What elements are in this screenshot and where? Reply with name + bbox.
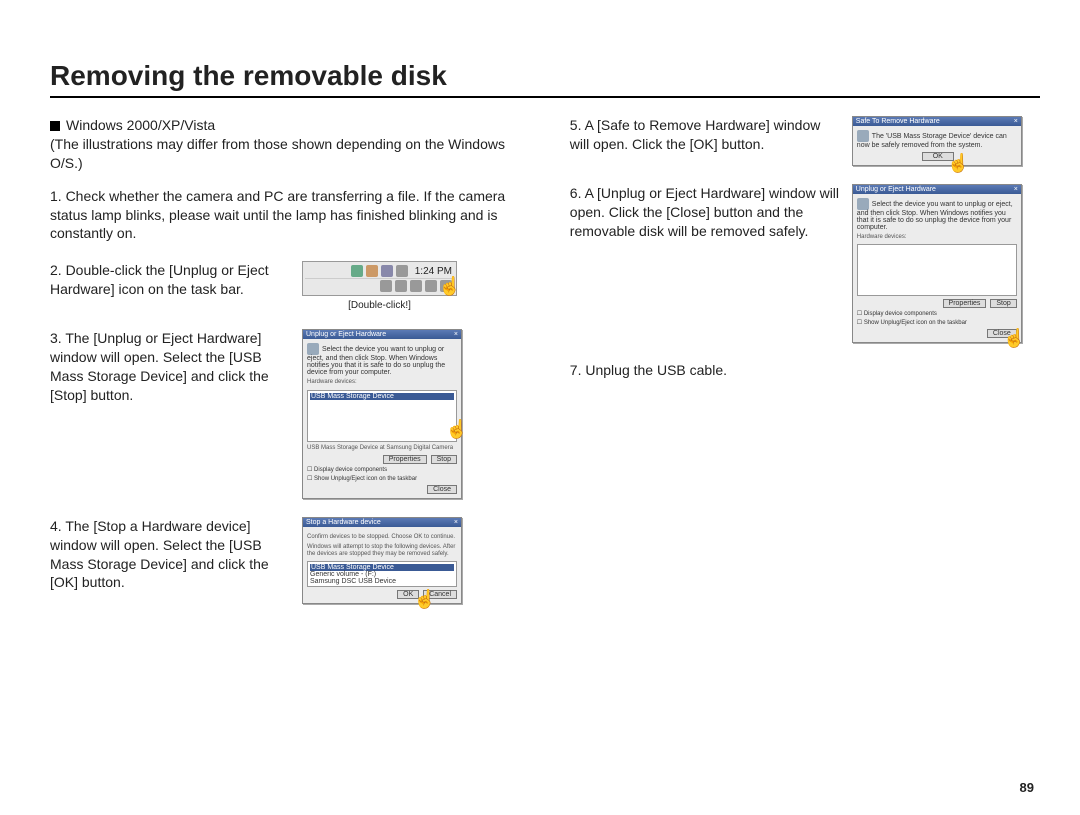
close-icon[interactable]: × <box>454 519 458 526</box>
dialog-title: Unplug or Eject Hardware <box>306 331 386 338</box>
dialog-desc: The 'USB Mass Storage Device' device can… <box>857 130 1017 149</box>
step-3-text: 3. The [Unplug or Eject Hardware] window… <box>50 329 290 498</box>
dialog-title: Stop a Hardware device <box>306 519 381 526</box>
page-title: Removing the removable disk <box>50 60 1040 98</box>
tray-icon <box>410 280 422 292</box>
properties-button[interactable]: Properties <box>943 299 987 308</box>
hand-cursor-icon: ☝ <box>947 153 969 174</box>
intro-note: (The illustrations may differ from those… <box>50 136 505 171</box>
dialog-titlebar: Unplug or Eject Hardware × <box>303 330 461 339</box>
device-list[interactable] <box>857 244 1017 296</box>
page: Removing the removable disk Windows 2000… <box>0 0 1080 815</box>
close-button[interactable]: Close <box>427 485 457 494</box>
step-5-text: 5. A [Safe to Remove Hardware] window wi… <box>570 116 840 166</box>
dialog-desc: Select the device you want to unplug or … <box>307 343 457 376</box>
step-2-row: 2. Double-click the [Unplug or Eject Har… <box>50 261 540 311</box>
dialog-desc: Select the device you want to unplug or … <box>857 198 1017 231</box>
device-list[interactable]: USB Mass Storage Device Generic volume -… <box>307 561 457 587</box>
hardware-icon <box>857 198 869 210</box>
tray-icon <box>366 265 378 277</box>
unplug-dialog-illustration: Unplug or Eject Hardware × Select the dev… <box>302 329 462 498</box>
hand-cursor-icon: ☝ <box>439 276 461 297</box>
list-item[interactable]: Samsung DSC USB Device <box>310 578 454 585</box>
step-4-text: 4. The [Stop a Hardware device] window w… <box>50 517 290 605</box>
tray-icon <box>395 280 407 292</box>
tray-icon <box>381 265 393 277</box>
tray-caption: [Double-click!] <box>302 300 457 311</box>
tray-icon <box>396 265 408 277</box>
hand-cursor-icon: ☝ <box>1003 328 1025 349</box>
close-icon[interactable]: × <box>1014 118 1018 125</box>
tray-illustration: 1:24 PM ☝ [Double-click!] <box>302 261 457 311</box>
dialog-title: Safe To Remove Hardware <box>856 118 940 125</box>
step-7-row: 7. Unplug the USB cable. <box>570 361 1040 380</box>
stop-dialog: Stop a Hardware device × Confirm devices … <box>302 517 462 605</box>
os-line: Windows 2000/XP/Vista <box>66 117 215 133</box>
list-item[interactable]: Generic volume - (F:) <box>310 571 454 578</box>
checkbox-showicon[interactable]: Show Unplug/Eject icon on the taskbar <box>857 319 1017 326</box>
step-6-row: 6. A [Unplug or Eject Hardware] window w… <box>570 184 1040 343</box>
bullet-icon <box>50 121 60 131</box>
properties-button[interactable]: Properties <box>383 455 427 464</box>
left-column: Windows 2000/XP/Vista (The illustrations… <box>50 116 540 622</box>
list-label: Hardware devices: <box>857 234 1017 241</box>
checkbox-components[interactable]: Display device components <box>307 466 457 473</box>
unplug2-dialog-illustration: Unplug or Eject Hardware × Select the dev… <box>852 184 1022 343</box>
tray-row-1: 1:24 PM <box>305 264 454 279</box>
close-icon[interactable]: × <box>1014 186 1018 193</box>
step-4-row: 4. The [Stop a Hardware device] window w… <box>50 517 540 605</box>
stop-button[interactable]: Stop <box>990 299 1016 308</box>
tray-icon <box>351 265 363 277</box>
hardware-icon <box>307 343 319 355</box>
safe-remove-dialog: Safe To Remove Hardware × The 'USB Mass S… <box>852 116 1022 166</box>
step-6-text: 6. A [Unplug or Eject Hardware] window w… <box>570 184 840 343</box>
dialog-desc: Confirm devices to be stopped. Choose OK… <box>307 534 457 541</box>
safe-dialog-illustration: Safe To Remove Hardware × The 'USB Mass S… <box>852 116 1022 166</box>
page-number: 89 <box>1020 780 1034 795</box>
close-icon[interactable]: × <box>454 331 458 338</box>
list-item[interactable]: USB Mass Storage Device <box>310 393 454 400</box>
system-tray: 1:24 PM <box>302 261 457 296</box>
step-2-text: 2. Double-click the [Unplug or Eject Har… <box>50 261 290 311</box>
tray-icon <box>425 280 437 292</box>
status-line: USB Mass Storage Device at Samsung Digit… <box>307 445 457 452</box>
hand-cursor-icon: ☝ <box>414 589 436 610</box>
intro-block: Windows 2000/XP/Vista (The illustrations… <box>50 116 540 173</box>
device-list[interactable]: USB Mass Storage Device <box>307 390 457 442</box>
dialog-title: Unplug or Eject Hardware <box>856 186 936 193</box>
dialog-desc2: Windows will attempt to stop the followi… <box>307 544 457 558</box>
list-label: Hardware devices: <box>307 379 457 386</box>
dialog-titlebar: Unplug or Eject Hardware × <box>853 185 1021 194</box>
step-1-text: 1. Check whether the camera and PC are t… <box>50 187 540 244</box>
tray-icon <box>380 280 392 292</box>
dialog-titlebar: Stop a Hardware device × <box>303 518 461 527</box>
stop-dialog-illustration: Stop a Hardware device × Confirm devices … <box>302 517 462 605</box>
unplug-dialog: Unplug or Eject Hardware × Select the dev… <box>302 329 462 498</box>
info-icon <box>857 130 869 142</box>
step-5-row: 5. A [Safe to Remove Hardware] window wi… <box>570 116 1040 166</box>
tray-row-2 <box>305 279 454 293</box>
right-column: 5. A [Safe to Remove Hardware] window wi… <box>570 116 1040 622</box>
step-3-row: 3. The [Unplug or Eject Hardware] window… <box>50 329 540 498</box>
checkbox-components[interactable]: Display device components <box>857 310 1017 317</box>
hand-cursor-icon: ☝ <box>446 419 468 440</box>
dialog-titlebar: Safe To Remove Hardware × <box>853 117 1021 126</box>
checkbox-showicon[interactable]: Show Unplug/Eject icon on the taskbar <box>307 475 457 482</box>
step-1-row: 1. Check whether the camera and PC are t… <box>50 187 540 244</box>
step-7-text: 7. Unplug the USB cable. <box>570 361 1040 380</box>
content-columns: Windows 2000/XP/Vista (The illustrations… <box>50 116 1040 622</box>
stop-button[interactable]: Stop <box>431 455 457 464</box>
list-item[interactable]: USB Mass Storage Device <box>310 564 454 571</box>
unplug-dialog-2: Unplug or Eject Hardware × Select the dev… <box>852 184 1022 343</box>
